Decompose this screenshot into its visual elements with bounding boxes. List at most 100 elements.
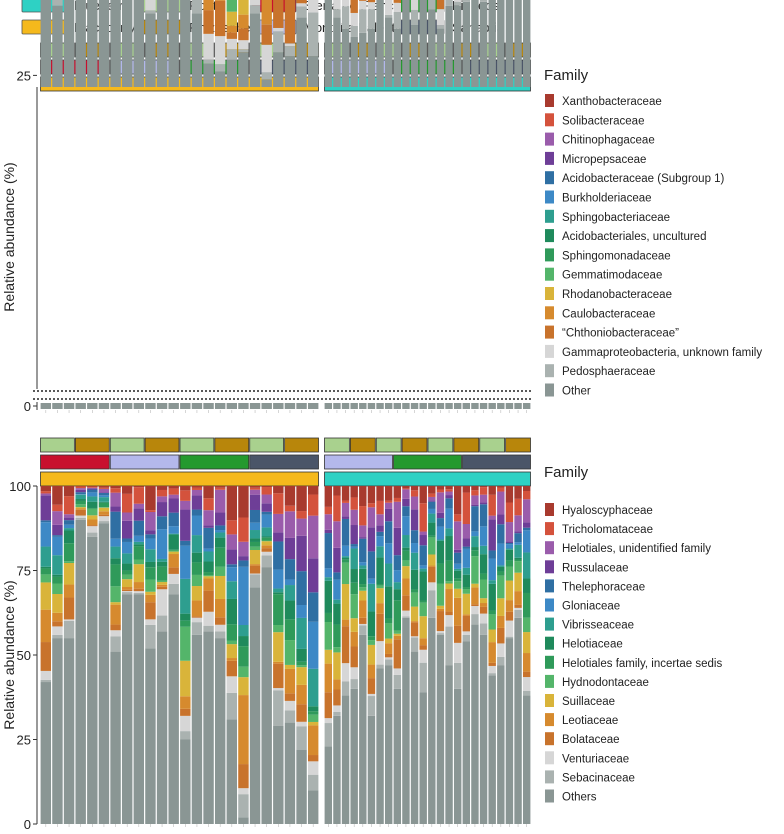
family-legend-others: Others [545, 789, 597, 804]
segment-other-below-break [40, 403, 52, 409]
y-tick-label: 0 [24, 817, 31, 832]
segment-thelephoraceae [145, 534, 156, 539]
segment-gloniaceae [40, 522, 52, 547]
sample-bar [341, 486, 350, 827]
segment-other [402, 0, 410, 88]
segment-russulaceae [522, 522, 531, 528]
segment-helotiaceae [75, 499, 86, 501]
segment-hydnodontaceae [514, 561, 522, 573]
segment-helotiales-unidentified-family [63, 514, 75, 518]
segment-others [226, 719, 238, 824]
segment-gloniaceae [63, 524, 75, 529]
segment-other-below-break [402, 403, 410, 409]
family-swatch [545, 383, 554, 397]
sample-bar [367, 486, 376, 827]
family-label: Burkholderiaceae [562, 193, 652, 205]
segment-tricholomataceae [428, 493, 436, 497]
sample-bar [376, 486, 384, 827]
segment-hyaloscyphaceae [226, 486, 238, 521]
segment-gloniaceae [333, 579, 341, 600]
segment-chthoniobacteraceae [261, 24, 272, 45]
segment-sebacinaceae [52, 634, 63, 639]
segment-sebacinaceae [367, 696, 376, 716]
segment-helotiales-family-incertae-sedis [505, 560, 514, 567]
annot-compartment-root [109, 437, 145, 453]
segment-bolataceae [488, 662, 496, 666]
segment-suillaceae [410, 606, 419, 622]
segment-helotiales-unidentified-family [110, 492, 121, 507]
segment-other-below-break [341, 403, 350, 409]
segment-gloniaceae [284, 579, 296, 586]
family-legend-hyaloscyphaceae: Hyaloscyphaceae [545, 503, 653, 517]
segment-russulaceae [376, 525, 384, 532]
segment-sebacinaceae [410, 637, 419, 652]
segment-gloniaceae [505, 544, 514, 549]
segment-helotiales-unidentified-family [87, 487, 98, 489]
segment-thelephoraceae [462, 546, 471, 549]
segment-helotiaceae [393, 589, 402, 601]
sample-bar [402, 486, 410, 827]
segment-pedosphaeraceae [445, 0, 453, 6]
segment-helotiales-family-incertae-sedis [341, 559, 350, 563]
segment-hyaloscyphaceae [376, 486, 384, 501]
segment-other [445, 5, 453, 88]
segment-hyaloscyphaceae [333, 486, 341, 496]
segment-caulobacteraceae [238, 14, 249, 29]
segment-other-below-break [350, 403, 358, 409]
segment-sebacinaceae [249, 574, 261, 588]
segment-venturiaceae [238, 788, 249, 795]
segment-hydnodontaceae [307, 714, 319, 722]
segment-helotiaceae [98, 501, 110, 503]
segment-suillaceae [145, 591, 156, 595]
segment-gloniaceae [402, 516, 410, 536]
segment-others [168, 594, 179, 824]
segment-russulaceae [453, 549, 462, 553]
segment-vibrisseaceae [203, 551, 214, 562]
segment-tricholomataceae [249, 487, 261, 490]
segment-gammaproteobacteria-unknown-family [384, 0, 393, 15]
segment-others [514, 617, 522, 824]
segment-helotiaceae [63, 530, 75, 544]
segment-thelephoraceae [226, 564, 238, 568]
family-swatch [545, 732, 554, 746]
segment-thelephoraceae [238, 560, 249, 567]
segment-helotiaceae [453, 570, 462, 579]
family-swatch [545, 503, 554, 516]
segment-suillaceae [428, 554, 436, 566]
sample-bar [273, 0, 284, 413]
sample-bar [384, 0, 393, 413]
family-label: Helotiales family, incertae sedis [562, 658, 722, 670]
family-swatch [545, 789, 554, 803]
segment-helotiales-unidentified-family [226, 534, 238, 550]
segment-vibrisseaceae [376, 546, 384, 558]
segment-russulaceae [488, 519, 496, 551]
segment-pedosphaeraceae [436, 25, 445, 29]
segment-russulaceae [52, 524, 63, 536]
segment-helotiales-unidentified-family [145, 511, 156, 531]
segment-other [367, 28, 376, 87]
segment-gammaproteobacteria-unknown-family [410, 0, 419, 10]
segment-bolataceae [410, 622, 419, 637]
segment-hydnodontaceae [168, 550, 179, 552]
segment-vibrisseaceae [145, 549, 156, 562]
segment-suillaceae [341, 584, 350, 620]
family-legend-chthoniobacteraceae: “Chthoniobacteraceae” [545, 325, 679, 340]
segment-sebacinaceae [488, 673, 496, 676]
segment-others [307, 790, 319, 824]
segment-gloniaceae [479, 526, 488, 546]
sample-bar [462, 0, 471, 413]
sample-bar [261, 0, 272, 413]
segment-helotiales-family-incertae-sedis [75, 500, 86, 505]
segment-leotiaceae [261, 545, 272, 549]
segment-russulaceae [121, 520, 133, 539]
family-legend-chitinophagaceae: Chitinophagaceae [545, 132, 655, 147]
segment-other [203, 63, 214, 87]
segment-others [52, 638, 63, 824]
family-legend-pedosphaeraceae: Pedosphaeraceae [545, 364, 655, 378]
segment-hydnodontaceae [145, 579, 156, 592]
segment-leotiaceae [453, 597, 462, 626]
segment-bolataceae [296, 704, 307, 722]
segment-hyaloscyphaceae [75, 486, 86, 487]
segment-helotiales-family-incertae-sedis [402, 550, 410, 561]
segment-venturiaceae [145, 619, 156, 625]
